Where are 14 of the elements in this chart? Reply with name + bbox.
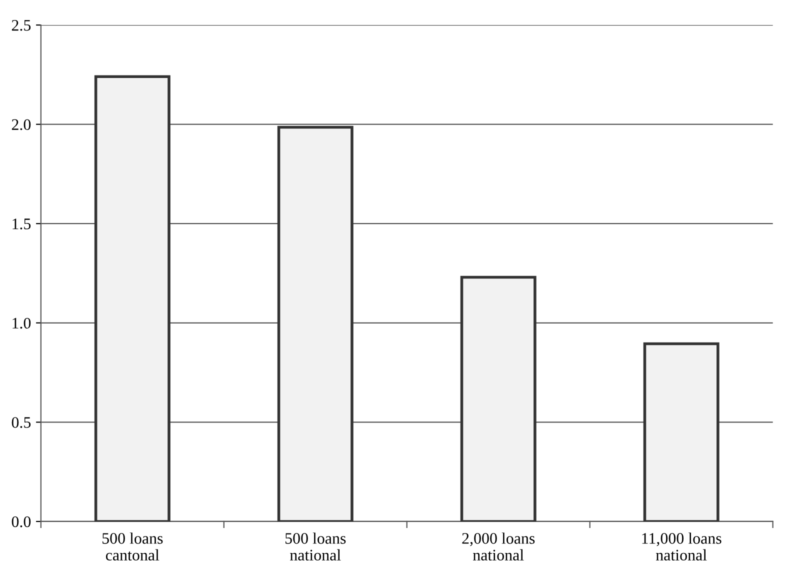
x-tick-label: 11,000 loans national: [642, 532, 722, 561]
y-tick-label: 2.0: [12, 119, 31, 130]
y-tick-label: 2.5: [12, 20, 31, 31]
bar: [277, 126, 354, 522]
x-tick-label: 500 loans national: [285, 532, 346, 561]
y-tick-label: 0.5: [12, 417, 31, 428]
y-tick-label: 1.5: [12, 218, 31, 230]
bar: [94, 75, 170, 522]
bar: [460, 276, 536, 522]
y-tick-label: 1.0: [12, 318, 31, 329]
y-tick-label: 0.0: [12, 516, 31, 528]
bar: [643, 342, 720, 522]
x-tick-label: 2,000 loans national: [462, 532, 535, 561]
x-tick-label: 500 loans cantonal: [102, 532, 163, 561]
